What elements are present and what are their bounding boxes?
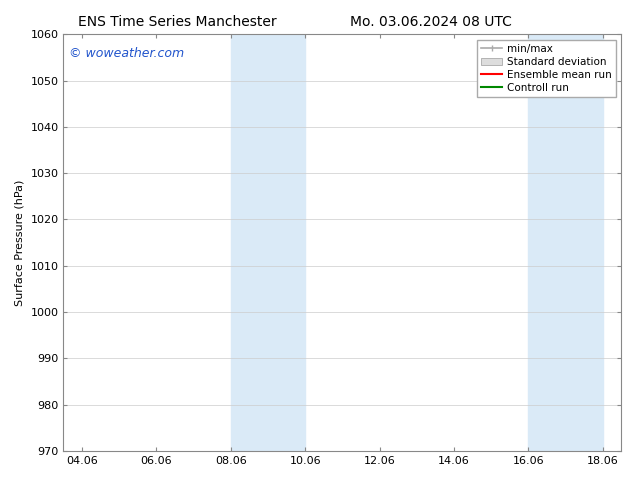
Bar (528, 34, 603, 451)
Y-axis label: Surface Pressure (hPa): Surface Pressure (hPa) (15, 179, 25, 306)
Text: Mo. 03.06.2024 08 UTC: Mo. 03.06.2024 08 UTC (350, 15, 512, 29)
Text: ENS Time Series Manchester: ENS Time Series Manchester (78, 15, 277, 29)
Bar (231, 34, 305, 451)
Text: © woweather.com: © woweather.com (69, 47, 184, 60)
Legend: min/max, Standard deviation, Ensemble mean run, Controll run: min/max, Standard deviation, Ensemble me… (477, 40, 616, 97)
